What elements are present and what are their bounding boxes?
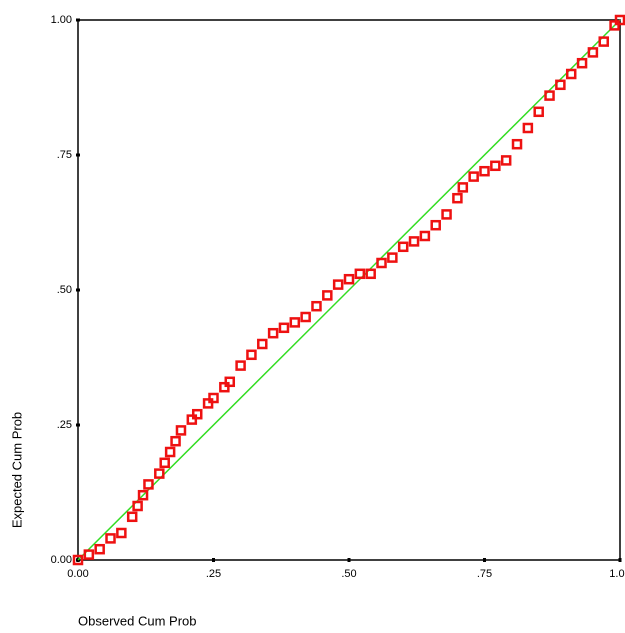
point	[220, 383, 228, 391]
point	[323, 291, 331, 299]
x-axis-title: Observed Cum Prob	[78, 613, 197, 628]
point	[513, 140, 521, 148]
point	[117, 529, 125, 537]
point	[470, 173, 478, 181]
point	[258, 340, 266, 348]
point	[177, 426, 185, 434]
point	[188, 416, 196, 424]
point	[144, 480, 152, 488]
point	[567, 70, 575, 78]
point	[556, 81, 564, 89]
point	[345, 275, 353, 283]
x-tick-label: .75	[477, 568, 492, 580]
y-tick-label: .75	[57, 149, 72, 161]
point	[193, 410, 201, 418]
point	[210, 394, 218, 402]
point	[96, 545, 104, 553]
point	[388, 254, 396, 262]
point	[237, 362, 245, 370]
point	[459, 183, 467, 191]
point	[312, 302, 320, 310]
point	[334, 281, 342, 289]
point	[481, 167, 489, 175]
y-tick-label: .25	[57, 419, 72, 431]
point	[356, 270, 364, 278]
point	[128, 513, 136, 521]
point	[578, 59, 586, 67]
point	[155, 470, 163, 478]
point	[302, 313, 310, 321]
x-tick-label: .25	[206, 568, 221, 580]
chart: Expected Cum Prob Observed Cum Prob 0.00…	[0, 0, 625, 633]
point	[247, 351, 255, 359]
point	[421, 232, 429, 240]
point	[134, 502, 142, 510]
x-tick-label: 1.00	[609, 568, 625, 580]
point	[589, 48, 597, 56]
point	[291, 318, 299, 326]
y-tick-label: 0.00	[51, 554, 72, 566]
point	[524, 124, 532, 132]
y-tick-label: 1.00	[51, 14, 72, 26]
point	[172, 437, 180, 445]
point	[399, 243, 407, 251]
point	[443, 210, 451, 218]
point	[280, 324, 288, 332]
point	[491, 162, 499, 170]
point	[600, 38, 608, 46]
point	[161, 459, 169, 467]
y-axis-title: Expected Cum Prob	[9, 412, 24, 528]
point	[85, 551, 93, 559]
y-tick-label: .50	[57, 284, 72, 296]
point	[453, 194, 461, 202]
point	[107, 534, 115, 542]
point	[204, 399, 212, 407]
point	[378, 259, 386, 267]
point	[502, 156, 510, 164]
point	[410, 237, 418, 245]
point	[166, 448, 174, 456]
point	[432, 221, 440, 229]
point	[269, 329, 277, 337]
point	[367, 270, 375, 278]
reference-line	[78, 20, 620, 560]
x-tick-label: 0.00	[67, 568, 88, 580]
point	[546, 92, 554, 100]
x-tick-label: .50	[341, 568, 356, 580]
point	[535, 108, 543, 116]
point	[226, 378, 234, 386]
